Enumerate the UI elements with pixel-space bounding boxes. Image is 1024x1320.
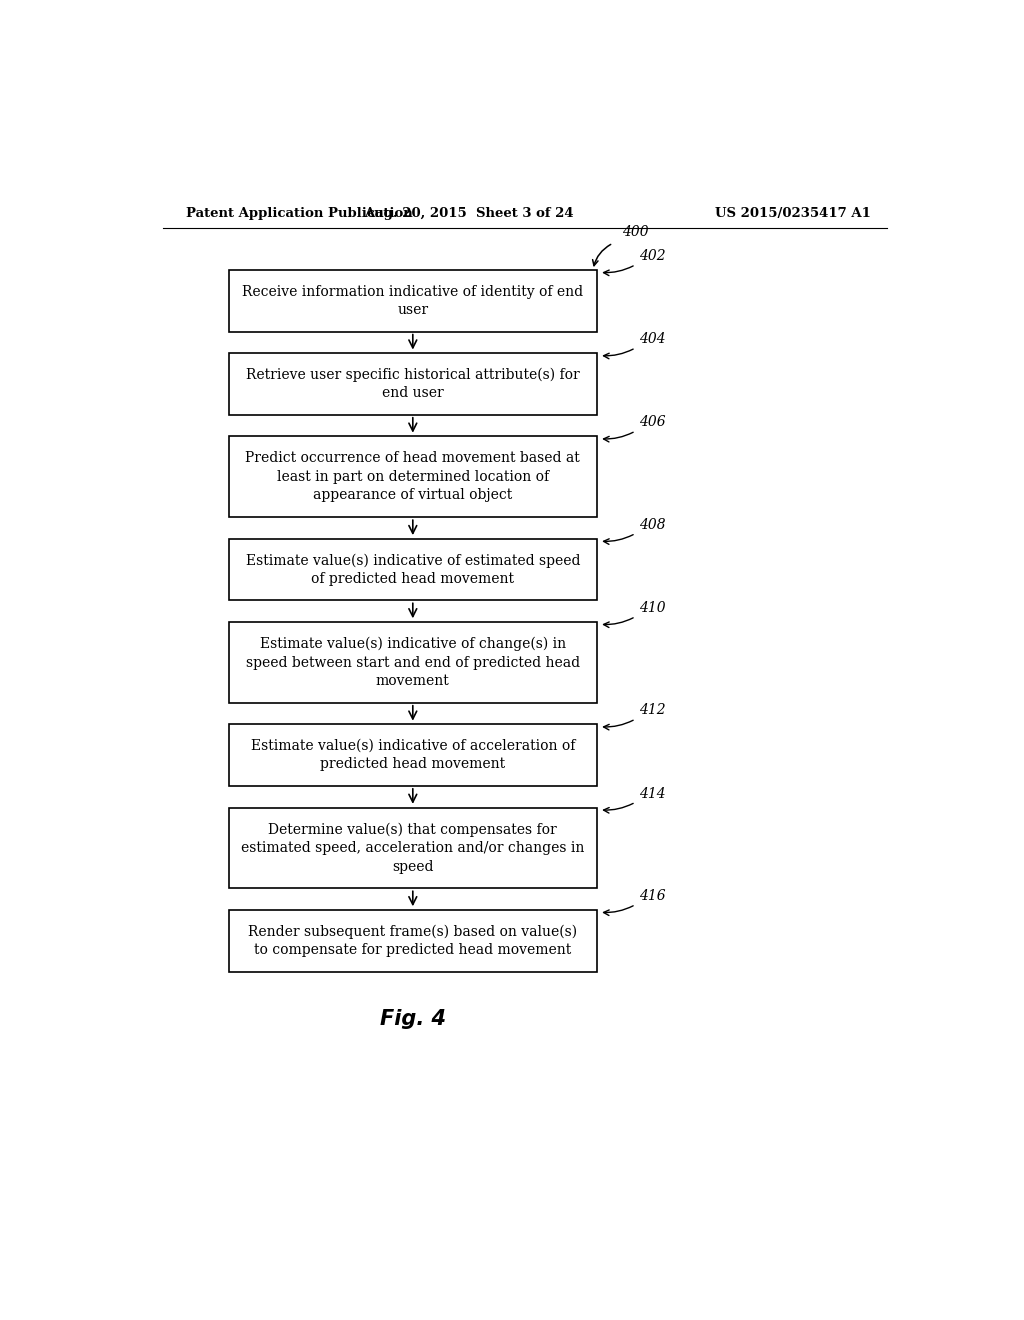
Text: Render subsequent frame(s) based on value(s)
to compensate for predicted head mo: Render subsequent frame(s) based on valu… <box>248 924 578 957</box>
Bar <box>228 437 597 517</box>
Text: Fig. 4: Fig. 4 <box>380 1010 445 1030</box>
Bar <box>228 909 597 972</box>
Bar <box>228 725 597 785</box>
Text: Determine value(s) that compensates for
estimated speed, acceleration and/or cha: Determine value(s) that compensates for … <box>241 822 585 874</box>
Text: Estimate value(s) indicative of change(s) in
speed between start and end of pred: Estimate value(s) indicative of change(s… <box>246 636 580 688</box>
Text: 416: 416 <box>640 888 667 903</box>
Text: Aug. 20, 2015  Sheet 3 of 24: Aug. 20, 2015 Sheet 3 of 24 <box>365 207 574 220</box>
Text: Estimate value(s) indicative of estimated speed
of predicted head movement: Estimate value(s) indicative of estimate… <box>246 553 580 586</box>
Text: 402: 402 <box>640 249 667 263</box>
Text: 404: 404 <box>640 333 667 346</box>
Text: 400: 400 <box>623 226 649 239</box>
Text: US 2015/0235417 A1: US 2015/0235417 A1 <box>716 207 871 220</box>
Bar <box>228 808 597 888</box>
Text: Predict occurrence of head movement based at
least in part on determined locatio: Predict occurrence of head movement base… <box>246 451 581 502</box>
Bar <box>228 622 597 702</box>
Text: 408: 408 <box>640 517 667 532</box>
Text: Patent Application Publication: Patent Application Publication <box>186 207 413 220</box>
Text: 406: 406 <box>640 416 667 429</box>
Text: 412: 412 <box>640 704 667 718</box>
Bar <box>228 271 597 331</box>
Bar <box>228 354 597 414</box>
Text: 414: 414 <box>640 787 667 800</box>
Bar <box>228 539 597 601</box>
Text: Retrieve user specific historical attribute(s) for
end user: Retrieve user specific historical attrib… <box>246 367 580 400</box>
Text: 410: 410 <box>640 601 667 615</box>
Text: Receive information indicative of identity of end
user: Receive information indicative of identi… <box>243 285 584 317</box>
Text: Estimate value(s) indicative of acceleration of
predicted head movement: Estimate value(s) indicative of accelera… <box>251 739 575 771</box>
